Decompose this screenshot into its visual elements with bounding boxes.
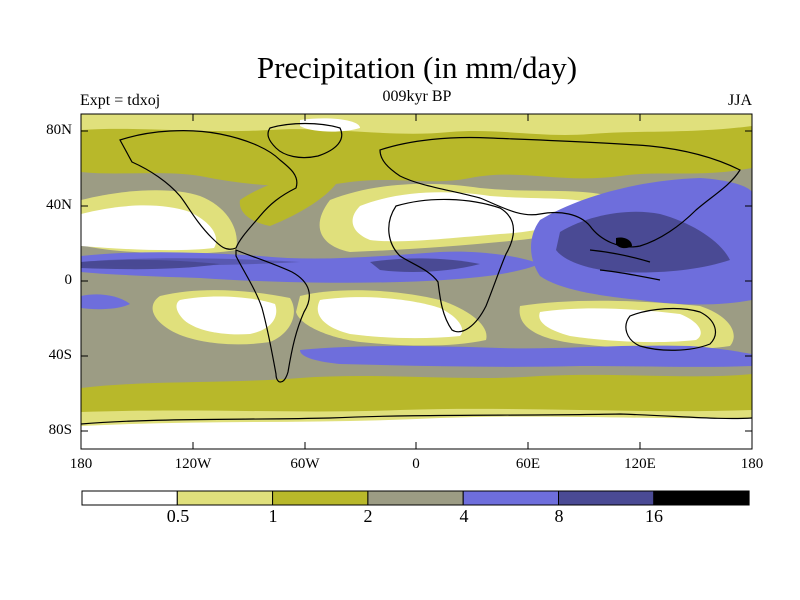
- colorbar-label-1: 1: [268, 506, 278, 526]
- field-olive-south: [81, 374, 752, 416]
- coast-south-america: [235, 249, 310, 383]
- lat-tick-40n: 40N: [46, 197, 72, 213]
- field-lightyellow-arctic: [81, 114, 752, 135]
- colorbar-swatch-0: [81, 490, 178, 506]
- colorbar-label-4: 4: [459, 506, 469, 526]
- field-olive-natl: [239, 175, 340, 226]
- colorbar-label-16: 16: [645, 506, 663, 526]
- colorbar-swatch-3: [367, 490, 464, 506]
- lon-tick-120e: 120E: [624, 456, 656, 472]
- field-darkblue-itcz-afr: [370, 258, 480, 272]
- period-label: 009kyr BP: [382, 88, 452, 105]
- field-white-npac: [81, 205, 217, 251]
- field-white-aus: [539, 308, 701, 343]
- coast-eurasia: [379, 136, 741, 248]
- tick-marks: [80, 114, 753, 449]
- lat-tick-40s: 40S: [48, 347, 72, 363]
- field-white-antarctica: [81, 416, 752, 449]
- colorbar-label-2: 2: [363, 506, 373, 526]
- coast-maritime-continent: [589, 249, 661, 281]
- coast-north-america: [119, 130, 298, 250]
- field-blue-west: [81, 294, 130, 310]
- colorbar-swatch-6: [653, 490, 750, 506]
- lat-tick-80s: 80S: [48, 422, 72, 438]
- lat-tick-80n: 80N: [46, 122, 72, 138]
- field-white-satl: [317, 297, 463, 339]
- field-darkblue-monsoon: [556, 211, 730, 273]
- coast-antarctica: [81, 413, 752, 425]
- colorbar-swatch-1: [176, 490, 274, 506]
- colorbar: [81, 490, 750, 506]
- colorbar-swatch-5: [558, 490, 655, 506]
- coast-greenland: [267, 122, 343, 159]
- coastlines: [81, 122, 752, 425]
- colorbar-swatch-4: [462, 490, 560, 506]
- precipitation-field: [81, 114, 752, 449]
- colorbar-label-0-5: 0.5: [166, 506, 190, 526]
- lon-tick-60w: 60W: [290, 456, 320, 472]
- experiment-label: Expt = tdxoj: [80, 92, 161, 109]
- lon-tick-180e: 180: [740, 456, 764, 472]
- lon-tick-120w: 120W: [174, 456, 212, 472]
- lon-tick-180w: 180: [69, 456, 93, 472]
- coast-australia: [625, 307, 717, 351]
- colorbar-swatch-2: [272, 490, 369, 506]
- field-blue-storm-track: [300, 345, 752, 367]
- lat-tick-0: 0: [64, 272, 73, 288]
- colorbar-label-8: 8: [554, 506, 564, 526]
- season-label: JJA: [727, 92, 752, 109]
- coast-africa: [388, 198, 515, 333]
- lon-tick-60e: 60E: [515, 456, 541, 472]
- lon-tick-0: 0: [412, 456, 420, 472]
- field-white-sepac: [176, 296, 277, 335]
- field-darkblue-itcz-band: [81, 258, 300, 266]
- map-title: Precipitation (in mm/day): [256, 50, 578, 85]
